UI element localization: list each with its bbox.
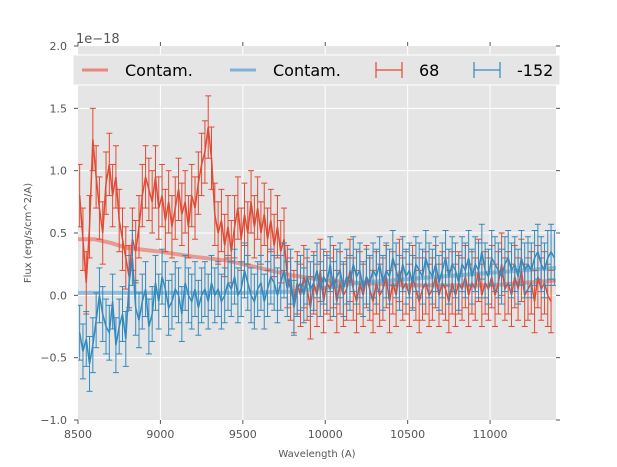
y-tick-label: 1.5 <box>50 102 68 115</box>
y-tick-label: 2.0 <box>50 40 68 53</box>
x-tick-label: 8500 <box>64 428 92 441</box>
series-layer <box>78 95 556 392</box>
x-tick-label: 9000 <box>146 428 174 441</box>
y-axis-label: Flux (erg/s/cm^2/A) <box>23 183 34 283</box>
y-tick-label: −1.0 <box>40 414 67 427</box>
errorbar-series--152 <box>78 223 556 392</box>
data-line <box>78 126 552 308</box>
legend-item-1: Contam. <box>230 61 341 80</box>
x-tick-label: 10500 <box>390 428 425 441</box>
legend: Contam. Contam. 68 -152 <box>72 54 561 86</box>
contam-line <box>78 265 556 295</box>
axis-ticks: 8500 9000 9500 10000 10500 11000 −1.0 −0.5 0.0 0.… <box>40 40 560 441</box>
legend-item-0: Contam. <box>82 61 193 80</box>
x-axis-label: Wavelength (A) <box>278 449 355 460</box>
grid-lines <box>78 46 556 420</box>
data-line <box>78 249 556 365</box>
y-tick-label: 0.0 <box>50 289 68 302</box>
legend-label: 68 <box>419 61 439 80</box>
y-offset-label: 1e−18 <box>76 32 120 47</box>
x-tick-label: 10000 <box>308 428 343 441</box>
legend-item-3: -152 <box>473 61 553 80</box>
x-tick-label: 11000 <box>473 428 508 441</box>
legend-label: Contam. <box>125 61 193 80</box>
legend-label: -152 <box>517 61 553 80</box>
x-tick-label: 9500 <box>229 428 257 441</box>
contam-series-1 <box>78 265 556 295</box>
legend-item-2: 68 <box>375 61 439 80</box>
y-tick-label: −0.5 <box>40 352 67 365</box>
legend-label: Contam. <box>273 61 341 80</box>
y-tick-label: 0.5 <box>50 227 68 240</box>
y-tick-label: 1.0 <box>50 165 68 178</box>
